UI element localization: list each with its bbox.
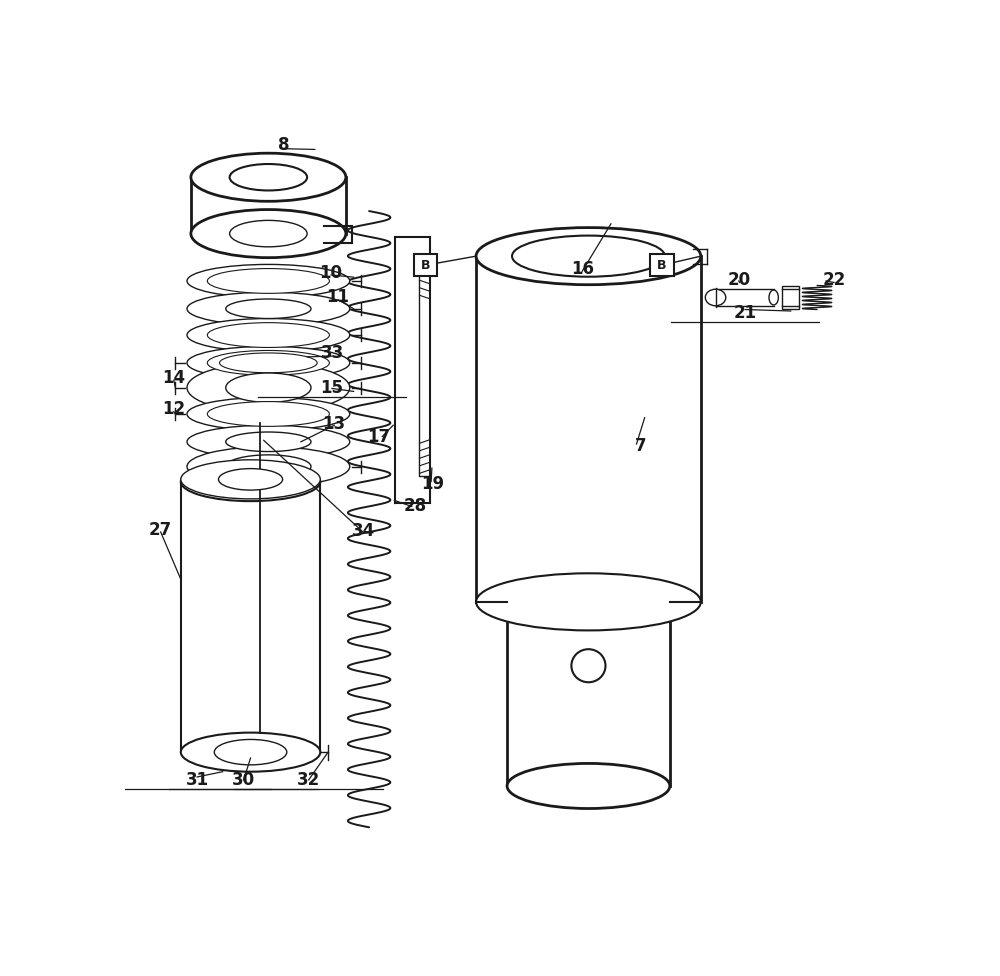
Text: 15: 15 <box>320 379 343 396</box>
Bar <box>782 286 799 308</box>
Ellipse shape <box>226 373 311 402</box>
Ellipse shape <box>218 468 283 490</box>
Text: 33: 33 <box>321 345 344 362</box>
Ellipse shape <box>187 346 350 380</box>
Text: 13: 13 <box>323 416 346 433</box>
Text: 31: 31 <box>186 771 209 789</box>
Ellipse shape <box>187 264 350 298</box>
Text: 12: 12 <box>162 400 185 419</box>
Ellipse shape <box>214 740 287 765</box>
Ellipse shape <box>507 763 670 808</box>
Ellipse shape <box>187 397 350 430</box>
Ellipse shape <box>230 221 307 247</box>
Ellipse shape <box>187 318 350 351</box>
Ellipse shape <box>191 210 346 258</box>
Ellipse shape <box>226 353 311 373</box>
Text: B: B <box>421 259 430 271</box>
Text: 22: 22 <box>822 271 846 289</box>
Text: 19: 19 <box>421 475 444 493</box>
Text: 27: 27 <box>149 521 172 539</box>
Text: B: B <box>657 259 667 271</box>
Bar <box>414 254 437 276</box>
Ellipse shape <box>476 227 701 285</box>
Text: 8: 8 <box>278 136 290 154</box>
Ellipse shape <box>207 268 329 294</box>
Ellipse shape <box>207 323 329 347</box>
Text: 30: 30 <box>232 771 255 789</box>
Bar <box>650 254 674 276</box>
Ellipse shape <box>207 401 329 427</box>
Ellipse shape <box>769 290 778 305</box>
Text: 11: 11 <box>327 289 350 306</box>
Ellipse shape <box>187 292 350 325</box>
Text: 32: 32 <box>297 771 320 789</box>
Text: 21: 21 <box>733 304 757 321</box>
Text: 14: 14 <box>162 369 185 386</box>
Ellipse shape <box>187 447 350 486</box>
Ellipse shape <box>181 733 320 772</box>
Text: 7: 7 <box>635 437 646 455</box>
Ellipse shape <box>187 426 350 459</box>
Text: 17: 17 <box>368 428 391 446</box>
Text: 10: 10 <box>320 264 343 282</box>
Text: 34: 34 <box>352 522 375 540</box>
Text: 20: 20 <box>728 271 751 289</box>
Ellipse shape <box>207 350 329 375</box>
Ellipse shape <box>571 649 606 682</box>
Ellipse shape <box>226 271 311 291</box>
Ellipse shape <box>181 462 320 501</box>
Ellipse shape <box>476 573 701 630</box>
Ellipse shape <box>705 289 726 305</box>
Ellipse shape <box>226 432 311 452</box>
Ellipse shape <box>220 353 317 373</box>
Ellipse shape <box>226 325 311 345</box>
Text: 16: 16 <box>571 260 594 278</box>
Ellipse shape <box>230 164 307 190</box>
Ellipse shape <box>181 460 320 499</box>
Ellipse shape <box>226 299 311 318</box>
Ellipse shape <box>226 455 311 478</box>
Ellipse shape <box>191 153 346 201</box>
Text: 28: 28 <box>404 498 427 515</box>
Ellipse shape <box>512 235 665 277</box>
Ellipse shape <box>187 363 350 413</box>
Ellipse shape <box>226 404 311 424</box>
